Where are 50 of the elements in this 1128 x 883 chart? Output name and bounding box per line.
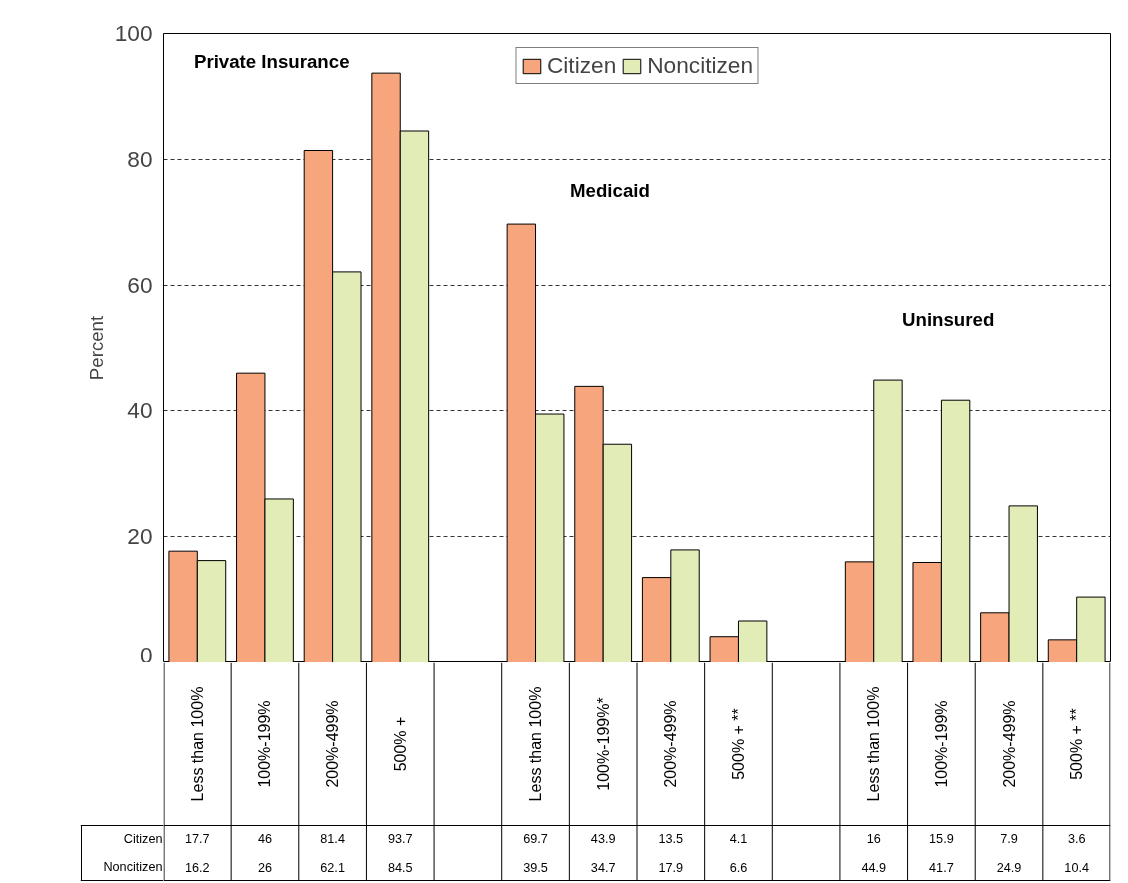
x-tick-label: 200%-499% (1000, 700, 1018, 788)
data-label: 10.4 (1064, 860, 1089, 875)
x-tick-label: 500% + ** (729, 708, 747, 780)
x-tick-label: 500% + ** (1068, 708, 1086, 780)
data-label: 15.9 (929, 832, 954, 846)
x-tick-label: 200%-499% (324, 700, 342, 788)
data-label: 43.9 (590, 832, 616, 846)
y-tick-label: 80 (127, 145, 153, 172)
x-tick-label: Less than 100% (865, 686, 883, 802)
x-tick-label: 100%-199%* (594, 697, 612, 791)
data-label: 6.6 (729, 860, 748, 875)
data-label: 93.7 (387, 832, 413, 846)
data-label: 24.9 (996, 860, 1022, 875)
data-label: 3.6 (1067, 832, 1086, 846)
y-tick-label: 0 (139, 641, 153, 668)
data-label: 13.5 (658, 832, 684, 846)
x-tick-label: 500% + (391, 716, 409, 772)
y-tick-label: 40 (127, 397, 153, 424)
y-axis-title: Percent (85, 315, 107, 381)
y-tick-label: 100 (114, 20, 153, 46)
data-label: 39.5 (523, 860, 548, 875)
data-label: 26 (257, 860, 272, 875)
legend-label: Noncitizen (647, 52, 754, 79)
data-label: 16.2 (185, 860, 210, 875)
data-label: 4.1 (729, 832, 748, 846)
x-tick-label: Less than 100% (188, 686, 206, 802)
legend-label: Citizen (546, 52, 617, 79)
data-label: 41.7 (929, 860, 954, 875)
text: Noncitizen (103, 860, 163, 874)
data-label: 44.9 (861, 860, 887, 875)
x-tick-label: Less than 100% (527, 686, 545, 802)
x-tick-label: 100%-199% (256, 700, 274, 788)
data-label: 7.9 (1000, 832, 1018, 846)
data-label: 62.1 (320, 860, 345, 875)
annotation: Medicaid (570, 180, 650, 202)
data-label: 17.9 (658, 860, 684, 875)
data-label: 84.5 (387, 860, 413, 875)
annotation: Uninsured (902, 309, 995, 331)
data-label: 46 (257, 832, 272, 846)
x-tick-label: 100%-199% (932, 700, 950, 788)
data-label: 69.7 (523, 832, 548, 846)
text: Citizen (123, 831, 163, 846)
y-tick-label: 20 (127, 523, 153, 550)
data-label: 34.7 (590, 860, 616, 875)
annotation: Private Insurance (193, 51, 350, 73)
x-tick-label: 200%-499% (662, 700, 680, 788)
data-label: 81.4 (320, 832, 345, 846)
data-label: 16 (866, 832, 881, 846)
y-tick-label: 60 (127, 271, 153, 298)
data-label: 17.7 (185, 832, 210, 846)
